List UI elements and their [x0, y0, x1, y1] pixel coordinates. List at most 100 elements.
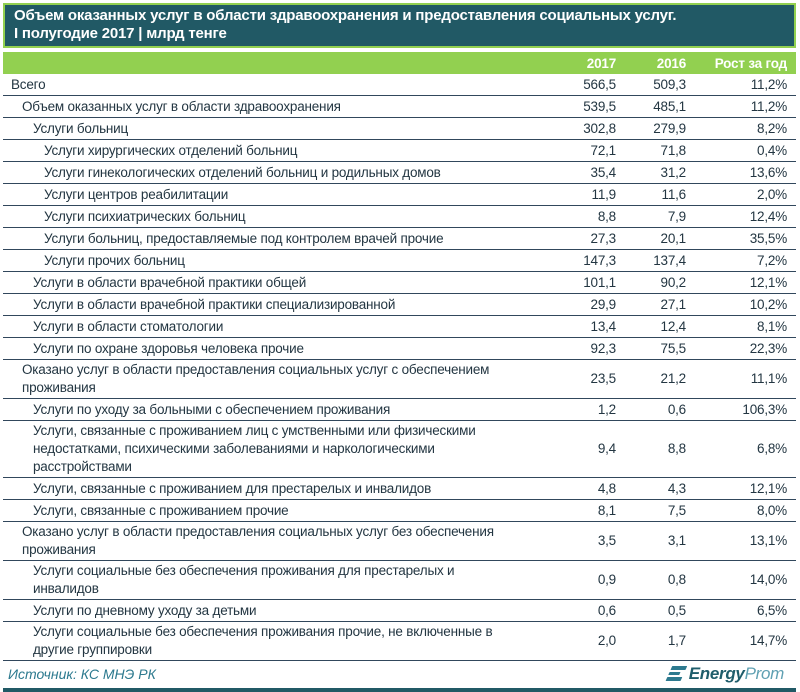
- cell-growth: 2,0%: [757, 186, 787, 202]
- cell-2017: 29,9: [590, 296, 617, 312]
- cell-2017: 9,4: [597, 441, 616, 456]
- row-label: Услуги прочих больниц: [44, 252, 185, 268]
- cell-2017: 8,1: [597, 502, 616, 518]
- cell-2016: 31,2: [660, 164, 687, 180]
- row-label: Оказано услуг в области предоставления с…: [22, 524, 494, 557]
- table-row: Услуги больниц, предоставляемые под конт…: [3, 228, 796, 250]
- table-row: Всего 566,5 509,3 11,2%: [3, 74, 796, 96]
- cell-2017: 101,1: [583, 274, 616, 290]
- cell-2017: 35,4: [590, 164, 617, 180]
- table-row: Услуги хирургических отделений больниц 72…: [3, 140, 796, 162]
- cell-2016: 3,1: [667, 533, 686, 548]
- cell-2017: 1,2: [597, 401, 616, 417]
- cell-2016: 71,8: [660, 142, 687, 158]
- row-label: Услуги по уходу за больными с обеспечени…: [33, 401, 391, 417]
- cell-growth: 13,1%: [749, 533, 787, 548]
- cell-growth: 8,2%: [757, 120, 787, 136]
- table-row: Услуги, связанные с проживанием лиц с ум…: [3, 421, 796, 478]
- report-header: Объем оказанных услуг в области здравоох…: [3, 3, 796, 48]
- cell-growth: 11,2%: [750, 76, 787, 92]
- cell-growth: 8,1%: [757, 318, 787, 334]
- column-header-2017: 2017: [586, 55, 616, 71]
- cell-2017: 0,9: [597, 572, 616, 587]
- table-row: Услуги социальные без обеспечения прожив…: [3, 561, 796, 600]
- logo-text-bold: Energy: [688, 663, 745, 683]
- row-label: Услуги больниц: [33, 120, 129, 136]
- row-label: Услуги, связанные с проживанием прочие: [33, 502, 289, 518]
- report-title: Объем оказанных услуг в области здравоох…: [14, 7, 677, 24]
- cell-2016: 0,8: [667, 572, 686, 587]
- cell-2017: 13,4: [590, 318, 617, 334]
- cell-growth: 6,8%: [757, 441, 787, 456]
- cell-2016: 137,4: [653, 252, 686, 268]
- row-label: Услуги по охране здоровья человека прочи…: [33, 340, 304, 356]
- table-row: Услуги по охране здоровья человека прочи…: [3, 338, 796, 360]
- table-row: Услуги в области стоматологии 13,4 12,4 8,1…: [3, 316, 796, 338]
- row-label: Услуги, связанные с проживанием для прес…: [33, 480, 432, 496]
- cell-growth: 12,1%: [749, 480, 787, 496]
- cell-growth: 8,0%: [757, 502, 787, 518]
- cell-2016: 4,3: [667, 480, 686, 496]
- row-label: Услуги социальные без обеспечения прожив…: [33, 563, 455, 596]
- column-header-2016: 2016: [656, 55, 686, 71]
- table-row: Услуги по уходу за больными с обеспечени…: [3, 399, 796, 421]
- cell-growth: 106,3%: [742, 401, 787, 417]
- table-body: Всего 566,5 509,3 11,2% Объем оказанных услу…: [3, 74, 796, 661]
- cell-2016: 509,3: [653, 76, 686, 92]
- cell-2017: 8,8: [597, 208, 616, 224]
- table-row: Услуги, связанные с проживанием для прес…: [3, 478, 796, 500]
- cell-2017: 147,3: [583, 252, 616, 268]
- column-header-growth: Рост за год: [714, 55, 787, 71]
- cell-growth: 11,1%: [750, 371, 787, 386]
- row-label: Услуги гинекологических отделений больни…: [44, 164, 441, 180]
- cell-2016: 7,9: [667, 208, 686, 224]
- row-label: Объем оказанных услуг в области здравоох…: [22, 98, 341, 114]
- table-row: Услуги психиатрических больниц 8,8 7,9 12,4…: [3, 206, 796, 228]
- cell-growth: 12,1%: [749, 274, 787, 290]
- table-row: Услуги прочих больниц 147,3 137,4 7,2%: [3, 250, 796, 272]
- logo-text: EnergyProm: [688, 663, 785, 684]
- cell-growth: 7,2%: [757, 252, 787, 268]
- row-label: Всего: [11, 76, 46, 92]
- cell-2016: 0,5: [667, 602, 686, 618]
- cell-growth: 22,3%: [749, 340, 787, 356]
- row-label: Услуги хирургических отделений больниц: [44, 142, 298, 158]
- cell-2016: 0,6: [667, 401, 686, 417]
- cell-2017: 72,1: [590, 142, 617, 158]
- cell-growth: 14,0%: [749, 572, 787, 587]
- cell-growth: 35,5%: [749, 230, 787, 246]
- cell-2017: 3,5: [597, 533, 616, 548]
- cell-growth: 14,7%: [749, 633, 787, 648]
- cell-2016: 12,4: [660, 318, 687, 334]
- cell-2016: 75,5: [660, 340, 687, 356]
- table-row: Услуги центров реабилитации 11,9 11,6 2,0%: [3, 184, 796, 206]
- table-row: Услуги гинекологических отделений больни…: [3, 162, 796, 184]
- table-row: Услуги по дневному уходу за детьми 0,6 0,5…: [3, 600, 796, 622]
- cell-2016: 8,8: [667, 441, 686, 456]
- row-label: Услуги в области врачебной практики обще…: [33, 274, 307, 290]
- cell-2017: 0,6: [597, 602, 616, 618]
- row-label: Услуги центров реабилитации: [44, 186, 229, 202]
- table-row: Услуги социальные без обеспечения прожив…: [3, 622, 796, 661]
- cell-growth: 13,6%: [749, 164, 787, 180]
- row-label: Оказано услуг в области предоставления с…: [22, 362, 490, 395]
- table-row: Услуги в области врачебной практики обще…: [3, 272, 796, 294]
- cell-2017: 2,0: [597, 633, 616, 648]
- cell-2016: 20,1: [660, 230, 687, 246]
- row-label: Услуги больниц, предоставляемые под конт…: [44, 230, 444, 246]
- cell-2017: 92,3: [590, 340, 617, 356]
- cell-2016: 279,9: [653, 120, 686, 136]
- cell-growth: 11,2%: [750, 98, 787, 114]
- row-label: Услуги социальные без обеспечения прожив…: [33, 624, 493, 657]
- energyprom-logo: EnergyProm: [665, 663, 796, 684]
- table-row: Услуги больниц 302,8 279,9 8,2%: [3, 118, 796, 140]
- cell-2017: 23,5: [590, 371, 617, 386]
- cell-2016: 1,7: [667, 633, 686, 648]
- footer: Источник: КС МНЭ РК EnergyProm: [3, 661, 796, 686]
- cell-2016: 27,1: [660, 296, 687, 312]
- table-column-header-row: 2017 2016 Рост за год: [3, 52, 796, 74]
- cell-2017: 302,8: [583, 120, 616, 136]
- row-label: Услуги в области врачебной практики спец…: [33, 296, 396, 312]
- cell-2016: 11,6: [661, 186, 687, 202]
- cell-2016: 485,1: [653, 98, 686, 114]
